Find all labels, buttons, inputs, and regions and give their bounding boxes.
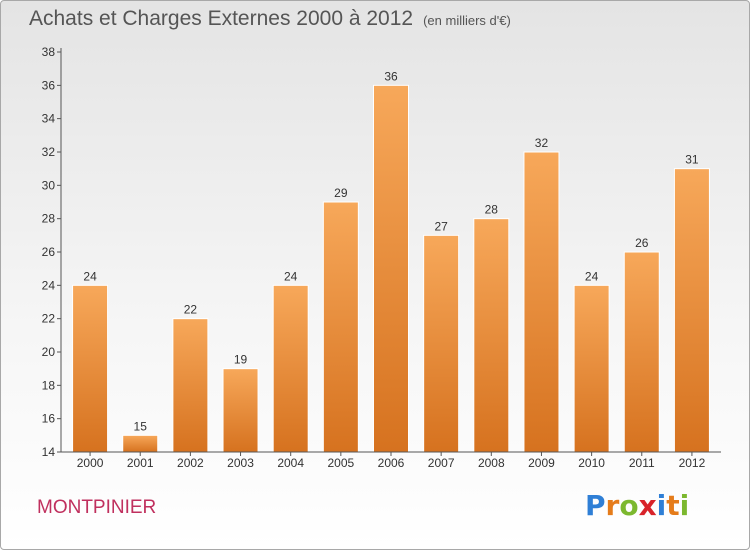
logo-letter: i — [679, 489, 690, 522]
logo-letter: t — [666, 489, 680, 522]
bar-value-label: 19 — [234, 353, 248, 367]
bar-value-label: 15 — [134, 419, 148, 433]
y-tick-label: 30 — [42, 178, 56, 192]
bar-2006 — [373, 84, 409, 453]
bar-2003 — [222, 368, 259, 453]
x-tick-label: 2010 — [578, 456, 605, 470]
bar-2005 — [322, 201, 359, 453]
y-tick-label: 14 — [42, 445, 56, 459]
y-tick-label: 20 — [42, 345, 56, 359]
logo-letter: P — [585, 489, 606, 522]
y-tick-label: 36 — [42, 78, 56, 92]
bar-value-label: 29 — [334, 186, 348, 200]
bar-2011 — [623, 251, 660, 453]
x-axis: 2000 2001 2002 2003 2004 2005 2006 2007 2008 2009… — [61, 451, 721, 470]
x-tick-label: 2009 — [528, 456, 555, 470]
bar-value-label: 24 — [83, 269, 97, 283]
bar-value-label: 22 — [184, 303, 198, 317]
bar-2004 — [272, 284, 309, 453]
bar-value-label: 28 — [485, 203, 499, 217]
logo-letter: i — [656, 489, 667, 522]
chart-title: Achats et Charges Externes 2000 à 2012 (e… — [29, 7, 511, 31]
bar-2009 — [523, 151, 560, 453]
y-tick-label: 28 — [42, 212, 56, 226]
x-tick-label: 2011 — [629, 456, 655, 470]
bar-value-label: 27 — [434, 219, 448, 233]
bar-value-label: 24 — [284, 269, 298, 283]
bar-value-label: 32 — [535, 136, 549, 150]
x-tick-label: 2004 — [277, 456, 304, 470]
bars: 24 15 22 19 24 29 36 27 28 32 24 26 31 — [72, 69, 710, 453]
chart-subtitle: (en milliers d'€) — [423, 13, 511, 28]
bar-2008 — [473, 218, 510, 453]
x-tick-label: 2012 — [679, 456, 706, 470]
x-tick-label: 2003 — [227, 456, 254, 470]
y-tick-label: 24 — [42, 278, 56, 292]
bar-value-label: 24 — [585, 269, 599, 283]
y-tick-label: 18 — [42, 378, 56, 392]
bar-2007 — [423, 234, 460, 453]
x-tick-label: 2002 — [177, 456, 204, 470]
bar-value-label: 26 — [635, 236, 649, 250]
y-tick-label: 34 — [42, 112, 56, 126]
x-tick-label: 2007 — [428, 456, 455, 470]
bar-value-label: 31 — [685, 153, 699, 167]
x-tick-label: 2006 — [378, 456, 405, 470]
bar-value-label: 36 — [384, 69, 398, 83]
y-tick-label: 38 — [42, 45, 56, 59]
y-tick-label: 16 — [42, 412, 56, 426]
y-tick-label: 22 — [42, 312, 56, 326]
y-axis: 14 16 18 20 22 24 26 28 30 32 34 36 38 — [42, 45, 62, 459]
bar-2012 — [673, 168, 710, 453]
bar-2010 — [573, 284, 610, 453]
logo-letter: r — [605, 489, 620, 522]
x-tick-label: 2005 — [327, 456, 354, 470]
logo-letter: o — [619, 489, 639, 522]
bar-2002 — [172, 318, 209, 453]
chart-title-text: Achats et Charges Externes 2000 à 2012 — [29, 7, 414, 30]
proxiti-logo: Proxiti — [585, 489, 689, 522]
x-tick-label: 2008 — [478, 456, 505, 470]
bar-2000 — [72, 284, 109, 453]
x-tick-label: 2001 — [127, 456, 154, 470]
commune-name: MONTPINIER — [37, 497, 157, 518]
logo-letter: x — [638, 489, 657, 522]
y-tick-label: 26 — [42, 245, 56, 259]
bar-2001 — [122, 434, 159, 453]
x-tick-label: 2000 — [77, 456, 104, 470]
y-tick-label: 32 — [42, 145, 56, 159]
